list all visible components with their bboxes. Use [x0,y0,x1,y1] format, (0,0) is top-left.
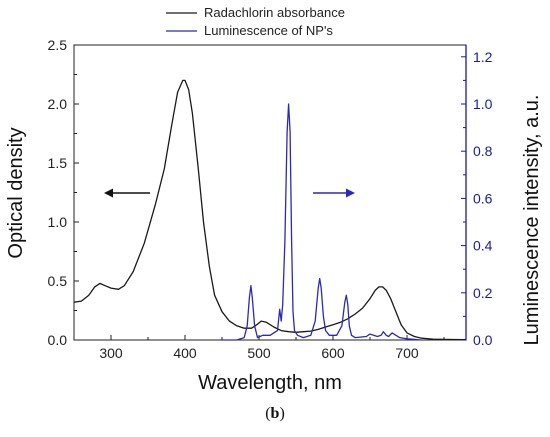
y2-axis-title: Luminescence intensity, a.u. [521,95,543,346]
y-tick-label: 2.0 [48,96,68,112]
y2-tick-label: 0.0 [473,332,493,348]
y-tick-label: 0.0 [48,332,68,348]
figure-caption: (b) [0,405,550,423]
y-tick-label: 0.5 [48,273,68,289]
x-tick-label: 700 [395,345,419,361]
legend-label-absorbance: Radachlorin absorbance [204,5,345,20]
arrow-left-indicator [104,188,150,198]
y2-tick-label: 1.0 [473,96,493,112]
x-axis-title: Wavelength, nm [198,372,342,394]
x-tick-label: 300 [99,345,123,361]
legend-label-luminescence: Luminescence of NP's [204,23,333,38]
luminescence-series-line [222,103,422,341]
chart: 300 400 500 600 700 0.0 0.5 1.0 1.5 2.0 2.5 0.0 0.2 0… [5,5,543,394]
x-tick-label: 600 [321,345,345,361]
absorbance-series-line [73,79,467,341]
x-tick-label: 400 [173,345,197,361]
y-axis-title: Optical density [5,127,27,258]
y2-tick-label: 0.6 [473,190,493,206]
y2-tick-label: 0.2 [473,285,493,301]
caption-close: ) [279,405,285,422]
y-tick-label: 1.5 [48,155,68,171]
y2-tick-label: 0.4 [473,238,493,254]
caption-letter: b [270,405,280,422]
x-tick-label: 500 [247,345,271,361]
caption-open: ( [265,405,271,422]
y2-tick-label: 1.2 [473,49,493,65]
y2-tick-label: 0.8 [473,143,493,159]
y-tick-label: 2.5 [48,37,68,53]
arrow-right-indicator [313,188,355,198]
y-tick-label: 1.0 [48,214,68,230]
legend: Radachlorin absorbance Luminescence of N… [166,5,345,38]
